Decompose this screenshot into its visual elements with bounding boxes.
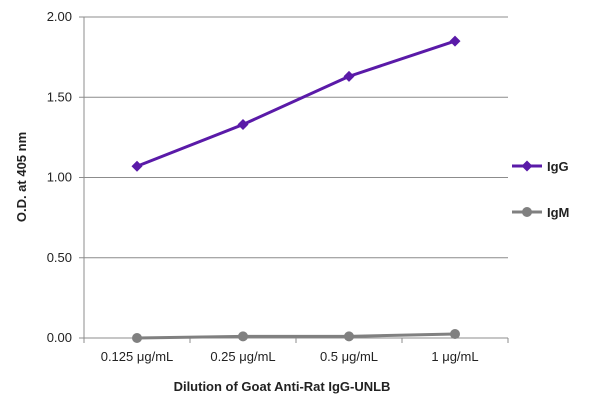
y-tick-label: 0.50 xyxy=(47,250,72,265)
series-igg xyxy=(131,35,461,172)
y-tick-label: 2.00 xyxy=(47,9,72,24)
legend-marker xyxy=(522,207,532,217)
legend-item-igm: IgM xyxy=(512,205,569,220)
y-tick-label: 0.00 xyxy=(47,330,72,345)
data-point xyxy=(449,35,461,47)
data-point xyxy=(344,331,354,342)
series-igm xyxy=(132,328,460,343)
x-tick-labels: 0.125 μg/mL 0.25 μg/mL 0.5 μg/mL 1 μg/mL xyxy=(101,349,479,364)
y-tick-label: 1.50 xyxy=(47,89,72,104)
data-point xyxy=(132,333,142,343)
data-point xyxy=(343,70,355,82)
legend-marker xyxy=(521,160,533,172)
y-tick-labels: 0.00 0.50 1.00 1.50 2.00 xyxy=(47,9,72,345)
series xyxy=(131,35,461,343)
data-point xyxy=(450,328,460,339)
data-point xyxy=(237,119,249,131)
x-tick-label: 0.125 μg/mL xyxy=(101,349,174,364)
legend: IgG IgM xyxy=(512,159,569,220)
x-axis-title: Dilution of Goat Anti-Rat IgG-UNLB xyxy=(174,379,391,394)
legend-item-igg: IgG xyxy=(512,159,569,174)
x-tick-label: 0.5 μg/mL xyxy=(320,349,378,364)
gridlines xyxy=(84,16,508,259)
y-axis-title: O.D. at 405 nm xyxy=(14,132,29,222)
series-line xyxy=(136,332,456,340)
y-tick-label: 1.00 xyxy=(47,170,72,185)
data-point xyxy=(131,160,143,172)
x-tick-label: 1 μg/mL xyxy=(431,349,478,364)
series-line xyxy=(136,39,456,168)
axes xyxy=(79,16,509,343)
data-point xyxy=(238,331,248,342)
x-tick-label: 0.25 μg/mL xyxy=(210,349,275,364)
legend-label: IgM xyxy=(547,205,569,220)
legend-label: IgG xyxy=(547,159,569,174)
